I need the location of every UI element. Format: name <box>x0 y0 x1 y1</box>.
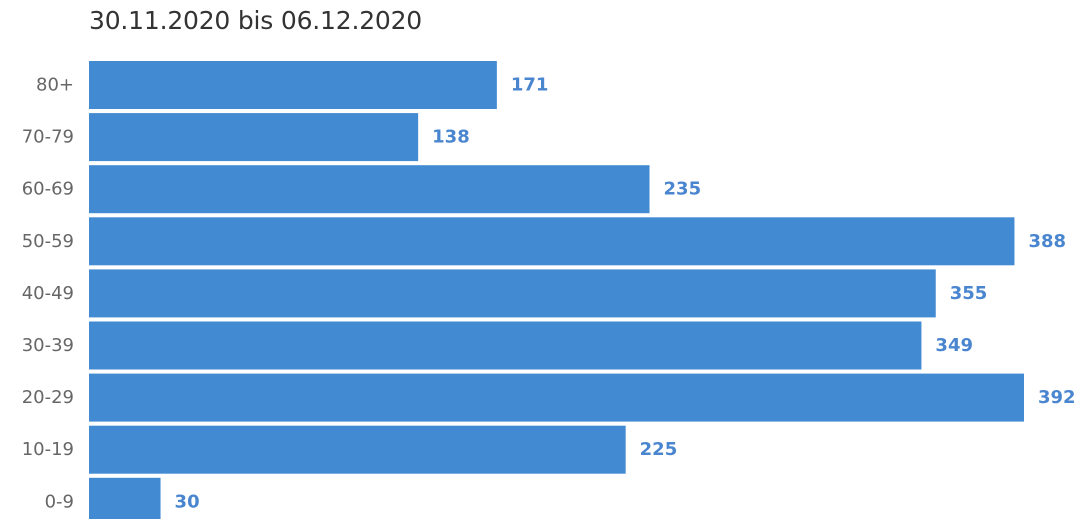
category-label-0-9: 0-9 <box>45 491 74 512</box>
bar-10-19 <box>89 425 626 474</box>
bar-70-79 <box>89 113 419 162</box>
category-label-10-19: 10-19 <box>22 439 74 460</box>
value-label-30-39: 349 <box>935 335 973 356</box>
bar-20-29 <box>89 373 1024 422</box>
value-label-0-9: 30 <box>175 491 200 512</box>
category-labels: 80+ 70-79 60-69 50-59 40-49 30-39 20-29 10-19 0-… <box>22 75 74 513</box>
category-label-40-49: 40-49 <box>22 283 74 304</box>
category-label-20-29: 20-29 <box>22 387 74 408</box>
value-label-10-19: 225 <box>640 439 678 460</box>
category-label-70-79: 70-79 <box>22 127 74 148</box>
value-label-20-29: 392 <box>1038 387 1076 408</box>
value-label-50-59: 388 <box>1028 231 1066 252</box>
bar-60-69 <box>89 165 650 214</box>
chart-title: 30.11.2020 bis 06.12.2020 <box>89 6 423 35</box>
value-label-80-plus: 171 <box>511 75 549 96</box>
value-label-70-79: 138 <box>432 127 470 148</box>
category-label-30-39: 30-39 <box>22 335 74 356</box>
bar-30-39 <box>89 321 922 370</box>
value-label-60-69: 235 <box>664 179 702 200</box>
bar-0-9 <box>89 477 161 519</box>
category-label-60-69: 60-69 <box>22 179 74 200</box>
bar-80-plus <box>89 61 497 109</box>
value-labels: 171 138 235 388 355 349 392 225 30 <box>175 75 1076 513</box>
bars-layer <box>89 61 1024 519</box>
category-label-50-59: 50-59 <box>22 231 74 252</box>
category-label-80-plus: 80+ <box>36 75 74 96</box>
bar-50-59 <box>89 217 1015 266</box>
bar-40-49 <box>89 269 936 318</box>
value-label-40-49: 355 <box>950 283 988 304</box>
